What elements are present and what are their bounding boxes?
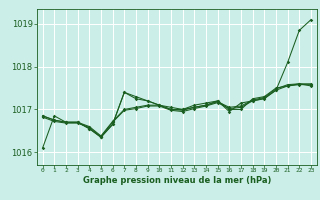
X-axis label: Graphe pression niveau de la mer (hPa): Graphe pression niveau de la mer (hPa): [83, 176, 271, 185]
